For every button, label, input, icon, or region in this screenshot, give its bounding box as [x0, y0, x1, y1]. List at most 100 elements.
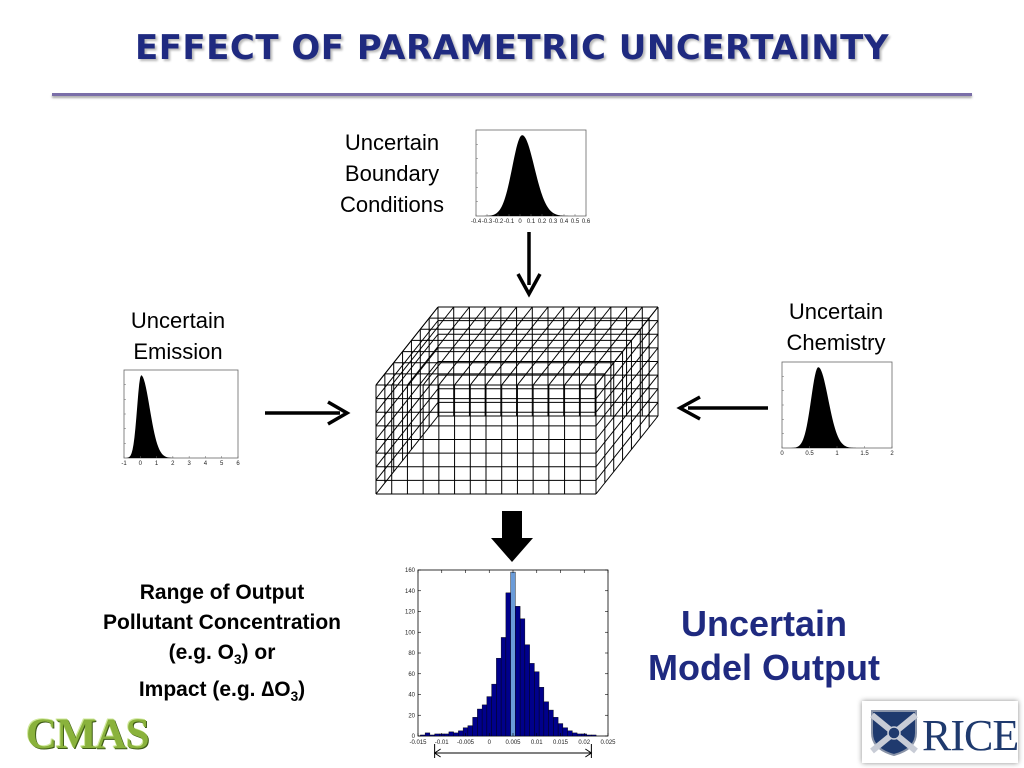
histogram-bar — [543, 701, 549, 737]
histogram-bar — [524, 644, 530, 737]
x-tick-label: 0 — [488, 740, 492, 746]
output-label-line-1: Uncertain — [680, 603, 848, 644]
histogram-bar — [515, 606, 521, 737]
chemistry-label-line-1: Uncertain — [788, 299, 884, 324]
range-line-1: Range of Output — [139, 581, 305, 604]
emission-hist-x-tick: -1 — [121, 461, 127, 467]
arrow-output-down — [491, 511, 533, 562]
histogram-bar — [429, 734, 435, 737]
histogram-bar — [458, 730, 464, 737]
histogram-bar — [553, 717, 559, 737]
x-tick-label: 0.005 — [505, 740, 521, 746]
emission-hist-x-tick: 1 — [155, 461, 159, 467]
boundary-hist-x-tick: -0.2 — [493, 219, 504, 225]
boundary-hist-x-tick: 0.6 — [582, 219, 591, 225]
y-tick-label: 20 — [408, 713, 415, 719]
output-label-line-2: Model Output — [648, 647, 880, 688]
boundary-conditions-label: Uncertain Boundary Conditions — [328, 127, 456, 220]
histogram-bar — [448, 731, 454, 737]
chemistry-label: Uncertain Chemistry — [768, 296, 904, 358]
histogram-bar — [420, 734, 426, 737]
emission-hist-x-tick: 0 — [139, 461, 143, 467]
y-tick-label: 140 — [405, 589, 416, 595]
x-tick-label: -0.005 — [457, 740, 475, 746]
boundary-label-line-3: Conditions — [340, 192, 444, 217]
histogram-bar — [434, 733, 440, 737]
histogram-bar — [486, 696, 492, 737]
x-tick-label: 0.015 — [553, 740, 569, 746]
histogram-bar — [567, 730, 573, 737]
emission-hist-x-tick: 4 — [204, 461, 208, 467]
boundary-hist-x-tick: 0.2 — [538, 219, 547, 225]
histogram-bar — [576, 733, 583, 737]
x-tick-label: 0.025 — [600, 740, 616, 746]
emission-hist-x-tick: 6 — [236, 461, 240, 467]
histogram-bar — [500, 637, 507, 737]
chemistry-hist-x-tick: 0 — [780, 451, 784, 457]
boundary-label-line-1: Uncertain — [344, 130, 440, 155]
chemistry-hist-x-tick: 0.5 — [805, 451, 814, 457]
histogram-bar — [491, 683, 497, 737]
arrow-chemistry-left — [676, 395, 768, 421]
histogram-bar — [562, 727, 568, 737]
emission-label-line-2: Emission — [133, 339, 223, 364]
histogram-bar — [443, 733, 450, 737]
histogram-bar — [572, 732, 578, 737]
histogram-bar — [529, 663, 535, 737]
histogram-bar — [481, 704, 488, 737]
boundary-distribution-histogram: -0.4 -0.3 -0.2 -0.1 0 0.1 0.2 0.3 0.4 0.5 0.6 — [471, 129, 591, 225]
arrow-emission-right — [265, 400, 351, 426]
histogram-bar — [496, 657, 502, 737]
x-tick-label: 0.01 — [531, 740, 543, 746]
rice-logo: RICE — [862, 701, 1019, 763]
histogram-bar — [477, 708, 483, 737]
rice-shield-icon — [870, 710, 918, 757]
y-tick-label: 60 — [408, 672, 415, 678]
y-tick-label: 120 — [405, 610, 416, 616]
range-line-4: Impact (e.g. ∆O3) — [138, 678, 306, 705]
histogram-bar — [453, 732, 459, 737]
cmas-logo: CMAS — [26, 711, 150, 758]
boundary-label-line-2: Boundary — [344, 161, 440, 186]
histogram-bar — [548, 709, 554, 737]
histogram-bar — [472, 717, 478, 737]
boundary-hist-x-tick: -0.1 — [504, 219, 515, 225]
y-tick-label: 100 — [405, 630, 416, 636]
y-tick-label: 40 — [408, 693, 415, 699]
histogram-bar — [586, 734, 592, 737]
emission-hist-fill — [124, 375, 238, 458]
histogram-bar — [505, 592, 511, 737]
histogram-bar — [510, 571, 516, 737]
range-line-3: (e.g. O3) or — [168, 641, 276, 668]
emission-distribution-histogram: -1 0 1 2 3 4 5 6 — [121, 369, 240, 467]
range-line-2: Pollutant Concentration — [103, 611, 341, 634]
histogram-bar — [424, 732, 431, 737]
histogram-bar — [467, 725, 473, 737]
emission-hist-x-tick: 5 — [220, 461, 224, 467]
histogram-bar — [538, 687, 545, 737]
histogram-bar — [519, 618, 526, 737]
histogram-bar — [591, 734, 597, 737]
x-tick-label: -0.015 — [409, 740, 427, 746]
chemistry-hist-frame — [781, 361, 893, 449]
boundary-hist-x-tick: 0.3 — [549, 219, 558, 225]
range-of-output-text: Range of Output Pollutant Concentration … — [62, 578, 382, 712]
boundary-hist-x-tick: 0.5 — [571, 219, 580, 225]
emission-label: Uncertain Emission — [108, 305, 248, 367]
y-tick-label: 80 — [408, 651, 415, 657]
boundary-hist-x-tick: -0.3 — [482, 219, 493, 225]
rice-logo-text: RICE — [922, 711, 1019, 760]
chemistry-hist-fill — [782, 367, 892, 448]
emission-hist-x-tick: 3 — [187, 461, 191, 467]
x-tick-label: -0.01 — [435, 740, 449, 746]
boundary-hist-x-tick: 0.1 — [527, 219, 536, 225]
y-tick-label: 0 — [412, 734, 416, 740]
chemistry-distribution-histogram: 0 0.5 1 1.5 2 — [780, 361, 894, 457]
boundary-hist-x-tick: 0 — [518, 219, 522, 225]
chemistry-hist-x-tick: 2 — [890, 451, 894, 457]
chemistry-label-line-2: Chemistry — [786, 330, 886, 355]
page-title: EFFECT OF PARAMETRIC UNCERTAINTY — [134, 28, 889, 68]
uncertain-model-output-label: Uncertain Model Output — [626, 602, 902, 690]
